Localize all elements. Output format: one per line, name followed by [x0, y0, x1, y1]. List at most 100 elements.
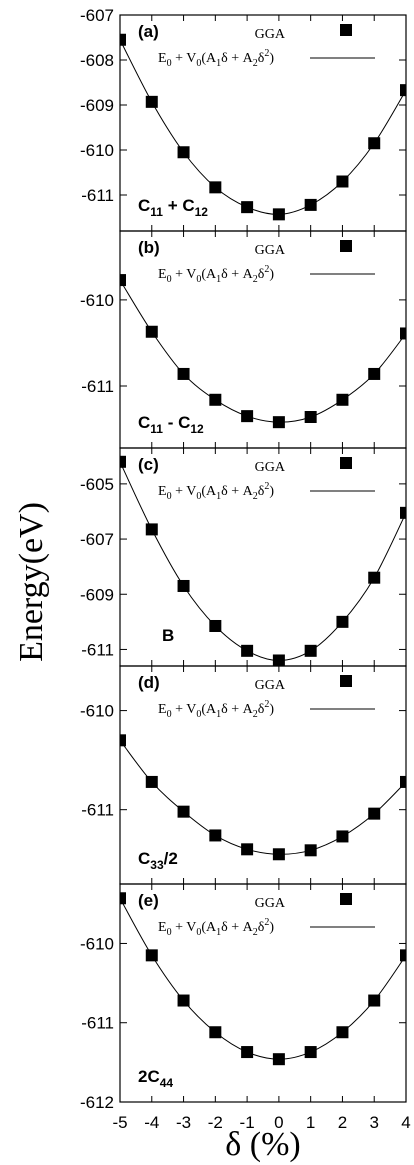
x-tick-label: 2 — [338, 1113, 347, 1132]
elastic-constant-label: C33/2 — [138, 849, 178, 872]
gga-point — [177, 805, 190, 818]
gga-point — [304, 411, 317, 423]
gga-point — [120, 33, 126, 46]
gga-point — [336, 830, 349, 843]
y-tick-label: -609 — [80, 96, 114, 115]
panel-frame — [119, 883, 407, 1103]
gga-point — [368, 571, 381, 584]
gga-point — [368, 137, 381, 150]
y-tick-label: -611 — [81, 186, 114, 205]
gga-point — [368, 367, 381, 380]
gga-point — [336, 615, 349, 628]
elastic-constant-label: C11 - C12 — [138, 413, 204, 436]
y-tick-label: -610 — [80, 291, 114, 310]
gga-point — [241, 410, 254, 423]
gga-point — [400, 84, 406, 97]
legend-gga-label: GGA — [255, 27, 286, 42]
legend-gga-marker — [340, 240, 352, 252]
gga-point — [120, 892, 126, 905]
y-axis-label: Energy(eV) — [13, 502, 50, 662]
x-tick-label: 1 — [306, 1113, 315, 1132]
panel-c: -605 -607 -609 -611 (c) GGA E0 + V0(A1δ + A2δ2… — [80, 447, 407, 667]
x-tick-label: -5 — [112, 1113, 127, 1132]
fit-curve — [120, 898, 406, 1060]
gga-point — [177, 579, 190, 592]
panel-d: -610 -611 (d) GGA E0 + V0(A1δ + A2δ2) C33/2 — [80, 665, 407, 885]
legend-fit-label: E0 + V0(A1δ + A2δ2) — [158, 917, 274, 938]
gga-point — [145, 523, 158, 536]
gga-point — [304, 644, 317, 657]
y-tick-label: -611 — [81, 1014, 114, 1033]
gga-point — [241, 201, 254, 214]
gga-point — [368, 994, 381, 1007]
gga-point — [304, 844, 317, 857]
gga-point — [145, 949, 158, 962]
legend-fit-label: E0 + V0(A1δ + A2δ2) — [158, 481, 274, 502]
gga-point — [304, 198, 317, 211]
gga-point — [400, 775, 406, 788]
fit-curve — [120, 279, 406, 423]
gga-point — [272, 1053, 285, 1066]
gga-point — [241, 843, 254, 856]
gga-point — [400, 506, 406, 519]
panel-tag: (b) — [138, 238, 160, 257]
legend-fit-label: E0 + V0(A1δ + A2δ2) — [158, 264, 274, 285]
gga-point — [209, 393, 222, 406]
x-tick-label: -4 — [144, 1113, 159, 1132]
panel-tag: (a) — [138, 22, 159, 41]
gga-point — [209, 829, 222, 842]
gga-point — [209, 619, 222, 632]
panel-tag: (d) — [138, 673, 160, 692]
gga-point — [400, 949, 406, 962]
gga-point — [145, 775, 158, 788]
gga-point — [241, 1046, 254, 1059]
y-tick-label: -610 — [80, 702, 114, 721]
gga-point — [120, 734, 126, 747]
y-tick-label: -611 — [81, 377, 114, 396]
gga-point — [272, 654, 285, 666]
y-tick-label: -611 — [81, 640, 114, 659]
fit-curve — [120, 461, 406, 661]
legend-gga-marker — [340, 675, 352, 687]
panel-e: -610 -611 -612 (e) GGA E0 + V0(A1δ + A2δ2) 2C4… — [80, 883, 407, 1112]
gga-point — [177, 367, 190, 380]
legend-gga-marker — [340, 893, 352, 905]
panel-tag: (e) — [138, 891, 159, 910]
y-tick-label: -605 — [80, 475, 114, 494]
plot-root: -607 -608 -609 -610 -611 (a) GGA E0 + V0(A1δ + … — [80, 6, 411, 1132]
y-tick-label: -607 — [80, 530, 114, 549]
panel-b: -610 -611 (b) GGA E0 + V0(A1δ + A2δ2) C11 - C… — [80, 230, 407, 449]
gga-point — [120, 455, 126, 468]
gga-point — [209, 1026, 222, 1039]
y-tick-label: -608 — [80, 51, 114, 70]
legend-gga-label: GGA — [255, 678, 286, 693]
y-tick-label: -609 — [80, 585, 114, 604]
legend-gga-label: GGA — [255, 243, 286, 258]
fit-curve — [120, 39, 406, 215]
gga-point — [272, 848, 285, 861]
gga-point — [336, 1026, 349, 1039]
x-tick-label: -3 — [176, 1113, 191, 1132]
y-tick-label: -612 — [80, 1093, 114, 1112]
x-tick-label: 4 — [401, 1113, 410, 1132]
gga-point — [177, 146, 190, 159]
x-axis-label: δ (%) — [225, 1126, 301, 1163]
y-tick-label: -610 — [80, 934, 114, 953]
gga-point — [304, 1046, 317, 1059]
gga-point — [145, 325, 158, 338]
elastic-constant-label: 2C44 — [138, 1067, 173, 1090]
gga-point — [400, 327, 406, 340]
fit-curve — [120, 740, 406, 855]
gga-point — [209, 181, 222, 194]
x-tick-label: 3 — [369, 1113, 378, 1132]
gga-point — [368, 807, 381, 820]
gga-point — [336, 175, 349, 188]
legend-gga-marker — [340, 24, 352, 36]
elastic-constant-label: B — [162, 626, 174, 645]
gga-point — [272, 208, 285, 221]
panel-tag: (c) — [138, 455, 159, 474]
x-tick-label: -1 — [240, 1113, 255, 1132]
panel-a: -607 -608 -609 -610 -611 (a) GGA E0 + V0(A1δ + … — [80, 6, 407, 232]
x-tick-label: -2 — [208, 1113, 223, 1132]
